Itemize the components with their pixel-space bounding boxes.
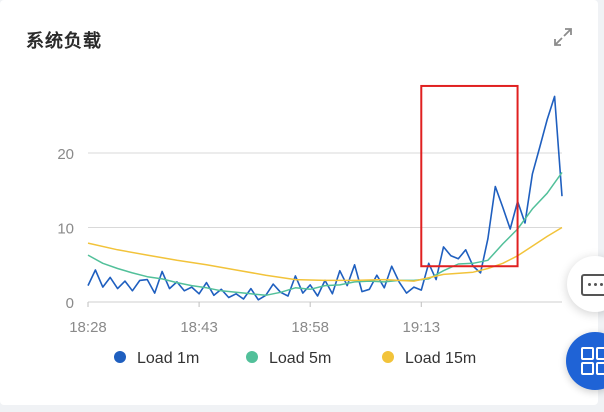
legend-label: Load 1m — [137, 350, 199, 367]
y-tick-label: 0 — [66, 295, 74, 312]
highlight-box — [420, 84, 519, 268]
x-tick-label: 19:13 — [403, 319, 441, 336]
series-line-load-5m — [87, 171, 563, 297]
series-line-load-15m — [87, 226, 563, 282]
expand-arrows-icon[interactable] — [552, 26, 574, 48]
system-load-card: 系统负载 0 10 20 18:28 18:43 18:58 19:13 Load 1m L… — [0, 0, 598, 405]
card-title: 系统负载 — [26, 31, 102, 52]
chart-legend: Load 1m Load 5m Load 15m — [114, 350, 476, 367]
highlight-rectangle — [420, 84, 519, 268]
x-tick-label: 18:43 — [180, 319, 218, 336]
legend-label: Load 5m — [269, 350, 331, 367]
x-tick-label: 18:28 — [69, 319, 107, 336]
legend-marker — [114, 351, 126, 363]
apps-grid-icon[interactable] — [566, 332, 604, 390]
x-tick-label: 18:58 — [291, 319, 329, 336]
y-tick-label: 10 — [57, 221, 74, 238]
legend-label: Load 15m — [405, 350, 476, 367]
x-axis: 18:28 18:43 18:58 19:13 — [69, 301, 562, 336]
y-axis-ticks: 0 10 20 — [57, 146, 74, 312]
chat-bubble-icon[interactable] — [567, 256, 604, 312]
load-line-chart: 0 10 20 18:28 18:43 18:58 19:13 Load 1m Load 5… — [57, 84, 563, 367]
legend-marker — [246, 351, 258, 363]
legend-marker — [382, 351, 394, 363]
series-line-load-1m — [87, 95, 563, 301]
chart-series — [87, 95, 563, 301]
y-tick-label: 20 — [57, 146, 74, 163]
